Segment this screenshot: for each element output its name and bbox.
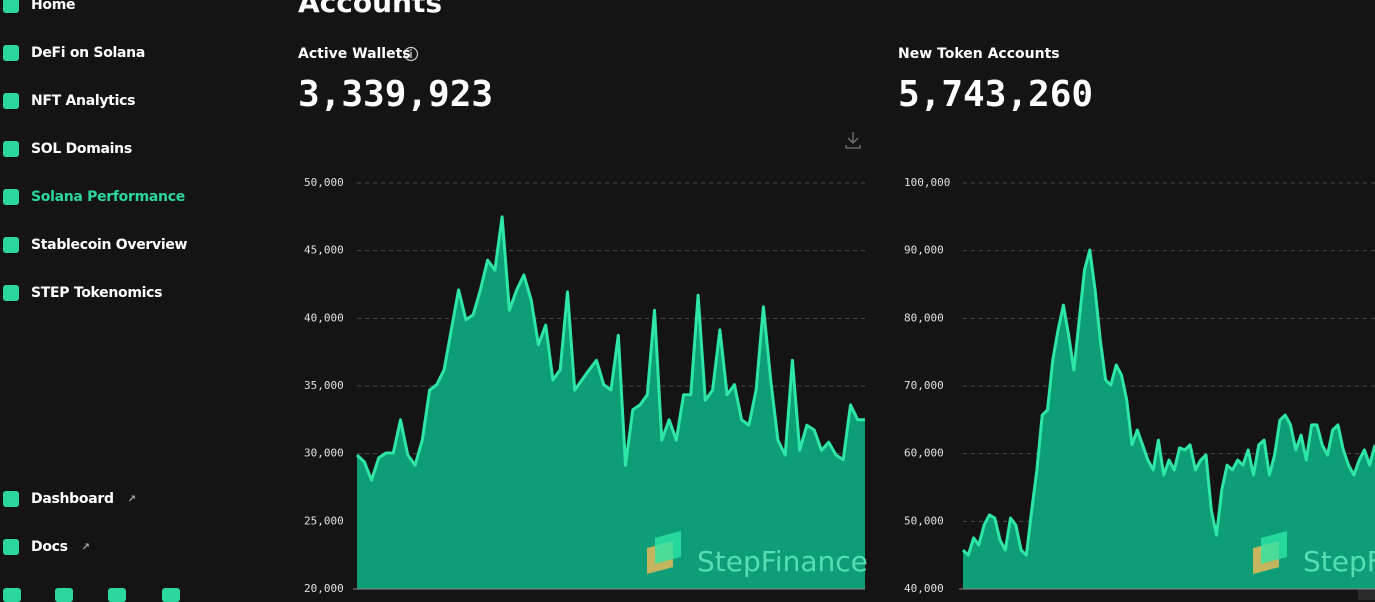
nav-label: DeFi on Solana xyxy=(31,45,145,61)
y-tick-label: 90,000 xyxy=(904,244,944,257)
sidebar: Home DeFi on Solana NFT Analytics SOL Domai… xyxy=(0,0,240,602)
social-icon[interactable] xyxy=(162,588,180,602)
nav-icon xyxy=(3,0,19,13)
social-icon[interactable] xyxy=(55,588,73,602)
nav-icon xyxy=(3,491,19,507)
nav-label: NFT Analytics xyxy=(31,93,136,109)
nav-item[interactable]: SOL Domains xyxy=(3,141,132,157)
line xyxy=(355,215,865,482)
nav-icon xyxy=(3,45,19,61)
page-title: Accounts xyxy=(298,0,442,19)
nav-item[interactable]: STEP Tokenomics xyxy=(3,285,162,301)
nav-icon xyxy=(3,141,19,157)
nav-icon xyxy=(3,237,19,253)
y-tick-label: 35,000 xyxy=(304,379,344,392)
y-tick-label: 50,000 xyxy=(304,176,344,189)
external-icon: ↗ xyxy=(81,541,90,553)
nav-item[interactable]: Stablecoin Overview xyxy=(3,237,187,253)
y-tick-label: 20,000 xyxy=(304,582,344,595)
nav-icon xyxy=(3,285,19,301)
area xyxy=(963,250,1375,589)
y-tick-label: 60,000 xyxy=(904,447,944,460)
nav-label: Docs xyxy=(31,539,68,555)
nav-label: SOL Domains xyxy=(31,141,132,157)
watermark-logo xyxy=(1253,530,1287,575)
external-icon: ↗ xyxy=(127,493,136,505)
nav-item[interactable]: Dashboard ↗ xyxy=(3,491,136,507)
y-tick-label: 25,000 xyxy=(304,514,344,527)
headline-value: 3,339,923 xyxy=(298,74,493,115)
y-tick-label: 30,000 xyxy=(304,447,344,460)
nav-item[interactable]: DeFi on Solana xyxy=(3,45,145,61)
y-tick-label: 80,000 xyxy=(904,311,944,324)
y-tick-label: 40,000 xyxy=(904,582,944,595)
nav-icon xyxy=(3,539,19,555)
line xyxy=(961,248,1375,557)
y-tick-label: 100,000 xyxy=(904,176,950,189)
nav-icon xyxy=(3,189,19,205)
y-tick-label: 40,000 xyxy=(304,311,344,324)
nav-label: Dashboard xyxy=(31,491,114,507)
headline-value: 5,743,260 xyxy=(898,74,1093,115)
logo-block xyxy=(1261,530,1287,564)
watermark: StepFinance xyxy=(1303,545,1375,578)
nav-item[interactable]: Home xyxy=(3,0,76,13)
watermark-logo xyxy=(647,530,681,575)
logo-block xyxy=(655,530,681,564)
y-tick-label: 45,000 xyxy=(304,244,344,257)
nav-label: Solana Performance xyxy=(31,189,185,205)
chart-title: Active Wallets xyxy=(298,46,411,62)
nav-label: STEP Tokenomics xyxy=(31,285,163,301)
nav-item[interactable]: Docs ↗ xyxy=(3,539,90,555)
social-icon[interactable] xyxy=(3,588,21,602)
nav-icon xyxy=(3,93,19,109)
nav-label: Stablecoin Overview xyxy=(31,237,188,253)
nav-item[interactable]: Solana Performance xyxy=(3,189,185,205)
y-tick-label: 70,000 xyxy=(904,379,944,392)
area xyxy=(357,216,865,590)
chart-title: New Token Accounts xyxy=(898,46,1060,62)
social-icon[interactable] xyxy=(108,588,126,602)
download-button[interactable] xyxy=(845,132,861,149)
nav-label: Home xyxy=(31,0,76,13)
watermark: StepFinance xyxy=(697,545,868,578)
nav-item[interactable]: NFT Analytics xyxy=(3,93,135,109)
y-tick-label: 50,000 xyxy=(904,514,944,527)
info-icon[interactable] xyxy=(403,46,419,62)
